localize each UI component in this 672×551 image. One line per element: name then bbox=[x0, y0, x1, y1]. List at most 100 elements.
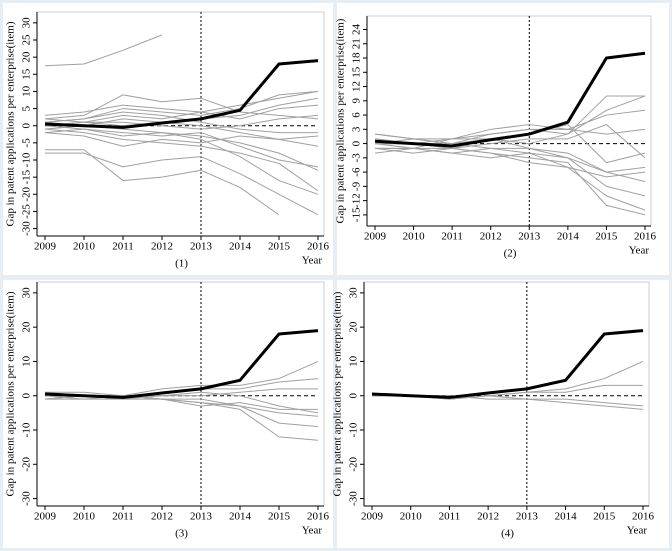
x-tick-label: 2014 bbox=[557, 231, 580, 243]
y-tick-label: 10 bbox=[21, 85, 33, 97]
y-tick-label: -10 bbox=[21, 152, 33, 167]
x-tick-label: 2016 bbox=[307, 241, 330, 253]
series-line bbox=[44, 94, 319, 120]
y-tick-label: 0 bbox=[351, 140, 363, 146]
x-axis-label: Year bbox=[627, 525, 648, 537]
x-tick-label: 2009 bbox=[361, 511, 384, 523]
series-line bbox=[374, 128, 646, 140]
series-line bbox=[45, 152, 319, 216]
y-tick-label: -5 bbox=[21, 138, 33, 148]
x-tick-label: 2009 bbox=[34, 511, 57, 523]
y-tick-label: -9 bbox=[351, 181, 363, 191]
panel: -30 -20 -10 0 10 20 30 2009 2010 2011 2012 2013 2014… bbox=[332, 280, 669, 548]
y-tick-label: 15 bbox=[351, 66, 363, 78]
y-tick-label: -15 bbox=[351, 207, 363, 222]
y-tick-label: 12 bbox=[351, 81, 363, 92]
x-tick-label: 2012 bbox=[151, 241, 173, 253]
caption: (1) bbox=[175, 258, 188, 270]
y-axis-label: Gap in patent applications per enterpris… bbox=[335, 18, 347, 223]
y-tick-label: -10 bbox=[21, 422, 33, 437]
series-line bbox=[45, 360, 319, 397]
series-line bbox=[44, 132, 319, 147]
y-tick-label: -20 bbox=[21, 186, 33, 201]
series-line bbox=[44, 125, 319, 168]
y-tick-label: -30 bbox=[21, 491, 33, 506]
x-tick-label: 2009 bbox=[364, 231, 387, 243]
y-tick-label: -25 bbox=[21, 204, 33, 219]
y-tick-label: -30 bbox=[348, 491, 360, 506]
y-tick-label: -12 bbox=[351, 193, 363, 208]
y-tick-label: 30 bbox=[348, 287, 360, 299]
x-tick-label: 2010 bbox=[73, 511, 96, 523]
x-axis-label: Year bbox=[302, 525, 323, 537]
series-line bbox=[44, 128, 319, 192]
y-tick-label: 24 bbox=[351, 24, 363, 36]
x-tick-label: 2016 bbox=[634, 231, 657, 243]
panel-background bbox=[3, 280, 333, 548]
x-tick-label: 2014 bbox=[229, 511, 252, 523]
y-tick-label: 0 bbox=[21, 122, 33, 128]
x-tick-label: 2015 bbox=[268, 241, 291, 253]
y-tick-label: 3 bbox=[351, 126, 363, 132]
y-tick-label: 20 bbox=[21, 321, 33, 333]
y-tick-label: 0 bbox=[21, 392, 33, 398]
y-tick-label: -20 bbox=[348, 456, 360, 471]
series-line bbox=[44, 90, 319, 116]
x-tick-label: 2014 bbox=[229, 241, 252, 253]
x-tick-label: 2016 bbox=[307, 511, 330, 523]
series-line bbox=[371, 329, 644, 399]
y-tick-label: -3 bbox=[351, 153, 363, 163]
x-tick-label: 2010 bbox=[403, 231, 426, 243]
caption: (4) bbox=[501, 528, 514, 540]
y-tick-label: 30 bbox=[21, 287, 33, 299]
y-tick-label: 18 bbox=[351, 52, 363, 64]
series-line bbox=[44, 59, 319, 129]
caption: (2) bbox=[504, 248, 517, 260]
x-axis-label: Year bbox=[629, 245, 650, 257]
series-line bbox=[374, 51, 646, 148]
series-line bbox=[44, 128, 319, 195]
series-line bbox=[44, 90, 319, 123]
panel: -30 -20 -10 0 10 20 30 2009 2010 2011 2012 2013 2014… bbox=[3, 280, 333, 548]
x-tick-label: 2015 bbox=[593, 511, 616, 523]
x-tick-label: 2014 bbox=[555, 511, 578, 523]
x-tick-label: 2010 bbox=[73, 241, 96, 253]
x-tick-label: 2012 bbox=[477, 511, 499, 523]
x-tick-label: 2011 bbox=[112, 241, 134, 253]
y-tick-label: 6 bbox=[351, 112, 363, 118]
x-tick-label: 2015 bbox=[595, 231, 618, 243]
y-tick-label: 21 bbox=[351, 38, 363, 49]
y-axis-label: Gap in patent applications per enterpris… bbox=[5, 21, 17, 226]
y-tick-label: 25 bbox=[21, 34, 33, 46]
x-tick-label: 2013 bbox=[190, 241, 213, 253]
y-tick-label: 0 bbox=[348, 392, 360, 398]
series-line bbox=[44, 34, 163, 67]
x-tick-label: 2010 bbox=[400, 511, 423, 523]
series-line bbox=[44, 329, 319, 399]
series-line bbox=[45, 395, 319, 417]
y-tick-label: 15 bbox=[21, 68, 33, 80]
y-tick-label: 20 bbox=[21, 51, 33, 63]
x-tick-label: 2011 bbox=[112, 511, 134, 523]
y-tick-label: 20 bbox=[348, 321, 360, 333]
series-line bbox=[44, 104, 319, 127]
y-axis-label: Gap in patent applications per enterpris… bbox=[332, 291, 344, 496]
x-tick-label: 2015 bbox=[268, 511, 291, 523]
y-tick-label: -10 bbox=[348, 422, 360, 437]
series-line bbox=[374, 147, 646, 178]
caption: (3) bbox=[175, 528, 188, 540]
y-tick-label: -30 bbox=[21, 221, 33, 236]
y-tick-label: -15 bbox=[21, 169, 33, 184]
y-axis-label: Gap in patent applications per enterpris… bbox=[5, 291, 17, 496]
y-tick-label: 5 bbox=[21, 105, 33, 111]
x-tick-label: 2013 bbox=[518, 231, 541, 243]
series-line bbox=[375, 147, 646, 183]
x-tick-label: 2013 bbox=[190, 511, 213, 523]
x-tick-label: 2011 bbox=[439, 511, 461, 523]
x-tick-label: 2012 bbox=[480, 231, 502, 243]
panel: -15-12 -9 -6 -3 0 3 6 9 12 15 18 21 24 2009 2010 2011 20… bbox=[335, 3, 669, 275]
x-tick-label: 2013 bbox=[516, 511, 539, 523]
y-tick-label: -20 bbox=[21, 456, 33, 471]
series-line bbox=[44, 114, 319, 130]
series-line bbox=[45, 149, 280, 216]
